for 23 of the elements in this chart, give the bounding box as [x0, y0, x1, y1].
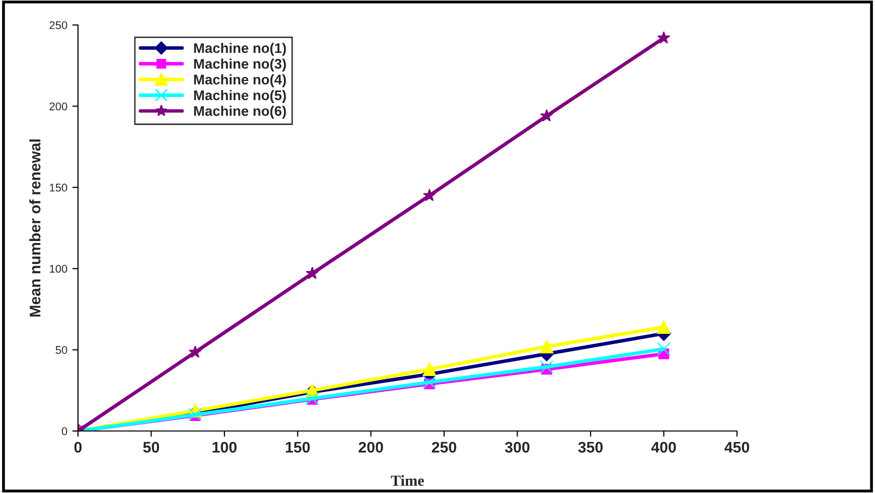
- y-tick-label: 250: [50, 21, 68, 30]
- x-tick-label: 200: [358, 442, 384, 453]
- y-tick-label: 150: [50, 184, 68, 192]
- legend-label: Machine no(5): [194, 90, 286, 103]
- x-tick-label: 350: [578, 442, 603, 453]
- x-tick-label: 250: [432, 442, 456, 453]
- y-tick-label: 0: [62, 427, 68, 436]
- y-tick-label: 50: [56, 346, 68, 354]
- x-tick-label: 0: [74, 442, 82, 453]
- y-tick-label: 100: [50, 264, 68, 273]
- legend-label: Machine no(3): [194, 58, 286, 72]
- legend-label: Machine no(4): [194, 74, 286, 88]
- x-tick-label: 300: [504, 442, 530, 453]
- y-tick-label: 200: [50, 102, 68, 110]
- x-tick-label: 50: [143, 442, 160, 453]
- x-tick-label: 100: [212, 442, 237, 453]
- x-tick-label: 400: [651, 442, 676, 453]
- x-tick-label: 450: [724, 442, 750, 453]
- x-tick-label: 150: [286, 442, 310, 453]
- y-axis-title: Mean number of renewal: [29, 140, 40, 317]
- legend-label: Machine no(1): [194, 42, 286, 56]
- legend-label: Machine no(6): [194, 106, 286, 119]
- x-axis-title: Time: [390, 475, 424, 486]
